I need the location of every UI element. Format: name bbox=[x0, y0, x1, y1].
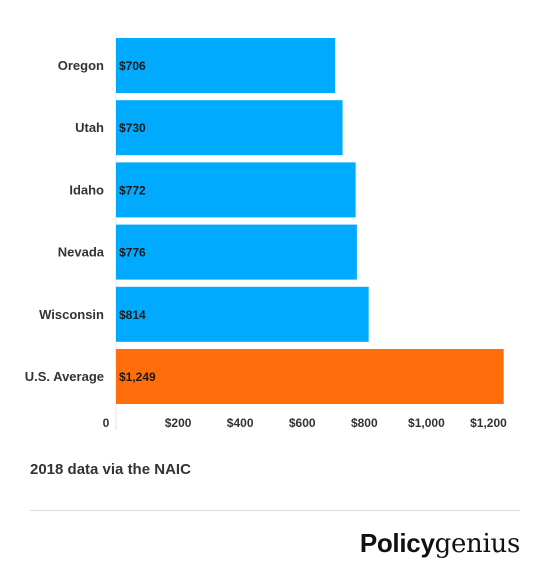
bar-chart: Oregon Utah Idaho Nevada Wisconsin U.S. Avera… bbox=[25, 32, 507, 430]
policygenius-logo: Policygenius bbox=[360, 528, 520, 559]
category-label-4: Wisconsin bbox=[39, 307, 104, 322]
value-label-3: $776 bbox=[119, 246, 146, 260]
footer-divider bbox=[30, 510, 520, 511]
bar-0 bbox=[116, 38, 336, 93]
value-label-4: $814 bbox=[119, 308, 146, 322]
value-label-1: $730 bbox=[119, 121, 146, 135]
category-label-3: Nevada bbox=[58, 245, 105, 260]
bar-2 bbox=[116, 162, 356, 218]
bar-5 bbox=[116, 349, 504, 404]
category-label-5: U.S. Average bbox=[25, 369, 104, 384]
x-tick-label-6: $1,200 bbox=[470, 416, 507, 430]
value-label-0: $706 bbox=[119, 59, 146, 73]
x-tick-label-1: $200 bbox=[165, 416, 192, 430]
bar-4 bbox=[116, 286, 369, 342]
bar-3 bbox=[116, 224, 357, 280]
source-note: 2018 data via the NAIC bbox=[30, 461, 191, 478]
x-tick-label-4: $800 bbox=[351, 416, 378, 430]
category-label-2: Idaho bbox=[69, 182, 104, 197]
x-tick-label-3: $600 bbox=[289, 416, 316, 430]
value-label-2: $772 bbox=[119, 183, 146, 197]
x-tick-label-5: $1,000 bbox=[408, 416, 445, 430]
value-label-5: $1,249 bbox=[119, 370, 156, 384]
bar-1 bbox=[116, 100, 343, 156]
category-label-1: Utah bbox=[75, 120, 104, 135]
x-tick-label-2: $400 bbox=[227, 416, 254, 430]
logo-policy-text: Policy bbox=[359, 528, 435, 558]
category-label-0: Oregon bbox=[58, 58, 104, 73]
x-tick-label-0: 0 bbox=[103, 416, 110, 430]
logo-genius-text: genius bbox=[434, 529, 521, 559]
